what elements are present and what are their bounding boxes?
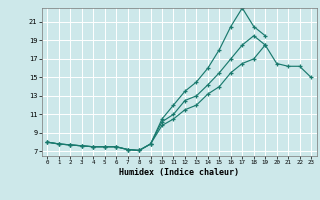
X-axis label: Humidex (Indice chaleur): Humidex (Indice chaleur) (119, 168, 239, 177)
